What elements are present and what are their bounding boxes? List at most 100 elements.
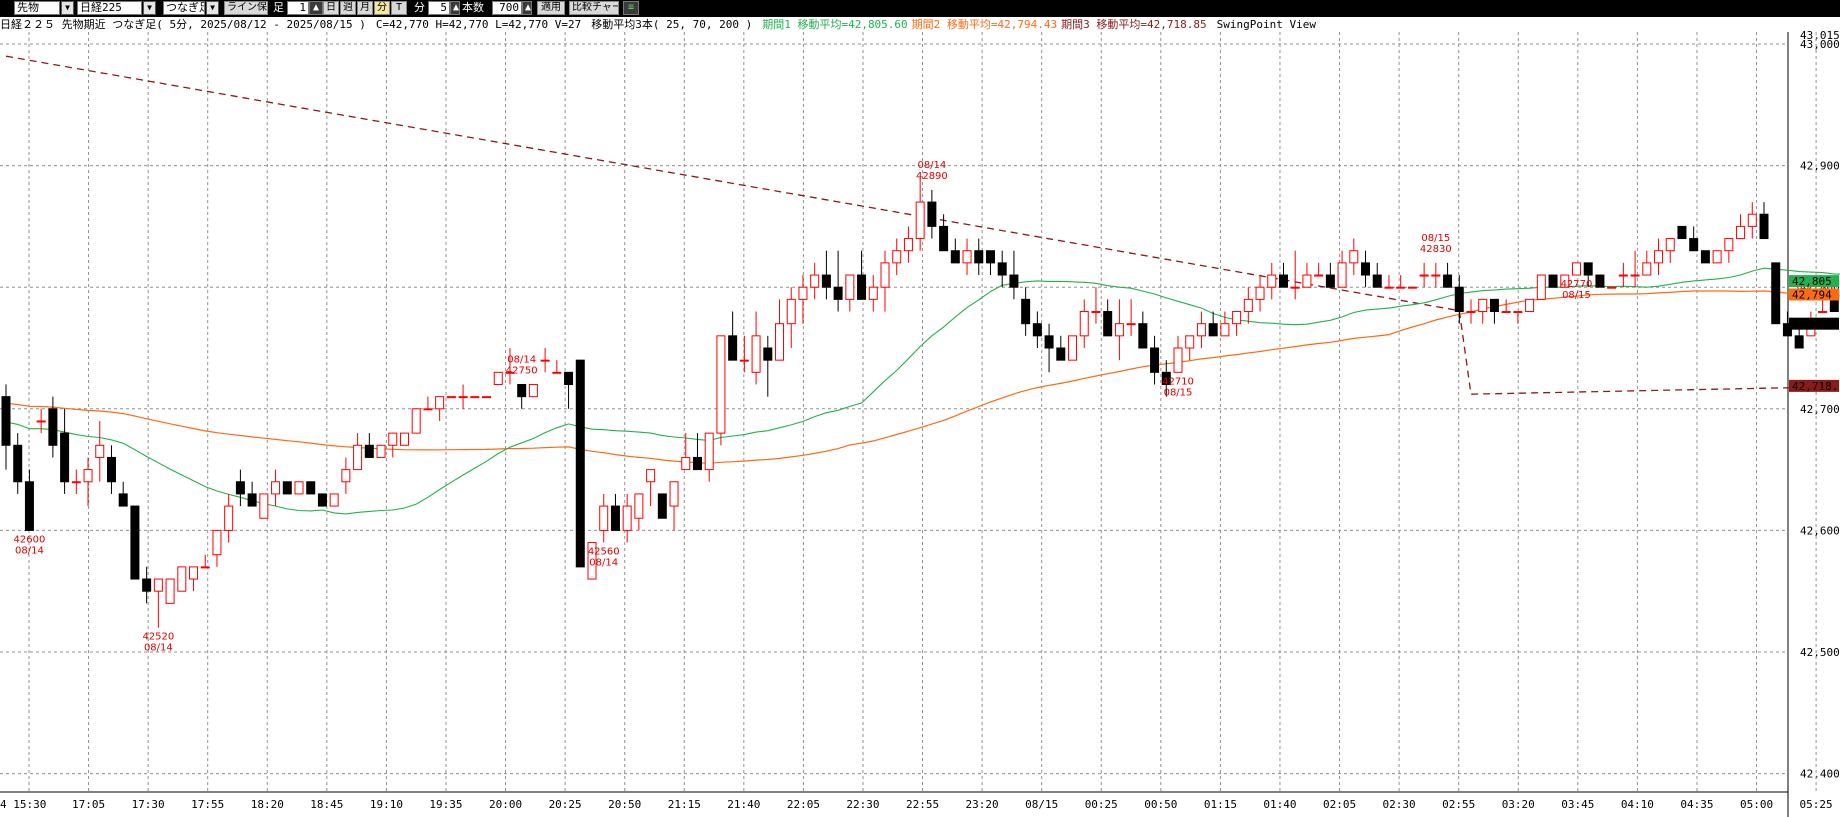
candle-body <box>399 432 409 446</box>
candle-body <box>1091 311 1101 314</box>
candle <box>974 238 984 276</box>
session-select[interactable]: つなぎ足 <box>163 1 205 15</box>
candle-body <box>1747 213 1757 227</box>
market-dropdown-icon[interactable]: ▼ <box>61 1 74 15</box>
candle <box>1513 311 1523 324</box>
candle-body <box>411 408 421 434</box>
minute-button[interactable]: 分 <box>374 1 390 15</box>
candle-body <box>83 469 93 483</box>
candle <box>540 348 550 373</box>
candle <box>1595 274 1605 288</box>
symbol-dropdown-icon[interactable]: ▼ <box>143 1 156 15</box>
candle-body <box>1771 262 1781 325</box>
candle-body <box>716 335 726 434</box>
period-stepper-icon[interactable]: ▲ <box>309 1 323 15</box>
candle-body <box>60 432 70 483</box>
candle-body <box>1114 323 1124 337</box>
candle <box>751 311 761 385</box>
x-tick-label: 04:10 <box>1621 798 1654 811</box>
candle <box>493 371 503 385</box>
candle <box>646 469 656 507</box>
week-button[interactable]: 週 <box>340 1 356 15</box>
candle <box>716 335 726 446</box>
candle-body <box>1571 262 1581 276</box>
candle-body <box>728 335 738 361</box>
candle <box>962 238 972 276</box>
candle-body <box>118 493 128 507</box>
candle-body <box>376 444 386 458</box>
candle-body <box>564 371 574 385</box>
x-tick-label: 17:55 <box>191 798 224 811</box>
chart-title: 日経２２５ 先物期近 つなぎ足( 5分, 2025/08/12 - 2025/0… <box>0 18 366 31</box>
tick-button[interactable]: T <box>391 1 407 15</box>
unit-stepper-icon[interactable]: ▲ <box>450 1 460 15</box>
candle-body <box>1501 311 1511 314</box>
swing-point-text: 08/14 <box>507 354 536 365</box>
candle-body <box>493 371 503 385</box>
x-tick-label: 01:15 <box>1204 798 1237 811</box>
ma1-readout: 期間1 移動平均=42,805.60 <box>762 18 908 31</box>
bars-stepper-icon[interactable]: ▲ <box>522 1 532 15</box>
candle <box>528 383 538 398</box>
swing-point-text: 08/14 <box>589 558 618 569</box>
candle <box>470 396 480 399</box>
candle <box>985 250 995 276</box>
candle <box>505 348 515 385</box>
period-label: 足 <box>273 1 284 14</box>
candle <box>1150 335 1160 385</box>
compare-chart-button[interactable]: 比較チャート <box>569 1 619 15</box>
candle <box>1009 250 1019 300</box>
candle-body <box>1068 335 1078 361</box>
candle <box>927 189 937 239</box>
candle <box>552 360 562 374</box>
candle-body <box>353 444 363 471</box>
candle <box>212 529 222 567</box>
candle-body <box>1173 347 1183 373</box>
candle <box>1278 262 1288 288</box>
save-line-button[interactable]: ライン保存 <box>224 1 268 15</box>
symbol-select[interactable]: 日経225 <box>77 1 142 15</box>
candle-body <box>1689 238 1699 252</box>
chart-settings-icon[interactable]: ≡ <box>623 1 639 15</box>
period-input[interactable]: 1 <box>287 1 309 15</box>
candle-body <box>165 578 175 604</box>
month-button[interactable]: 月 <box>357 1 373 15</box>
candle-body <box>306 481 316 495</box>
candle <box>130 505 140 580</box>
market-select[interactable]: 先物 <box>14 1 60 15</box>
price-badge: 42,770 <box>1789 317 1839 331</box>
swing-point-text: 08/14 <box>144 643 173 654</box>
session-dropdown-icon[interactable]: ▼ <box>206 1 219 15</box>
swing-point-text: 42750 <box>506 365 538 376</box>
candle-body <box>388 432 398 446</box>
candle-body <box>458 396 468 399</box>
y-tick-label: 42,900.0 <box>1800 160 1840 173</box>
candle-body <box>505 371 515 374</box>
unit-input[interactable]: 5 <box>428 1 450 15</box>
ma2-line <box>5 290 1840 464</box>
candle-body <box>36 420 46 423</box>
apply-button[interactable]: 適用 <box>537 1 565 15</box>
candle <box>446 396 456 399</box>
candle <box>1454 275 1464 324</box>
candle <box>564 371 574 409</box>
candle <box>1384 275 1394 289</box>
candle-body <box>1654 250 1664 264</box>
candle-body <box>1642 262 1652 276</box>
candle-body <box>599 505 609 531</box>
candle <box>1630 250 1640 288</box>
candle <box>1337 250 1347 288</box>
candle-body <box>775 323 785 361</box>
candle <box>1314 262 1324 277</box>
candle-body <box>282 481 292 495</box>
day-button[interactable]: 日 <box>323 1 339 15</box>
candle <box>657 493 667 519</box>
candle-body <box>821 274 831 288</box>
bars-input[interactable]: 700 <box>492 1 522 15</box>
candle-body <box>423 408 433 411</box>
candle <box>1607 286 1617 289</box>
candle-body <box>1618 274 1628 277</box>
